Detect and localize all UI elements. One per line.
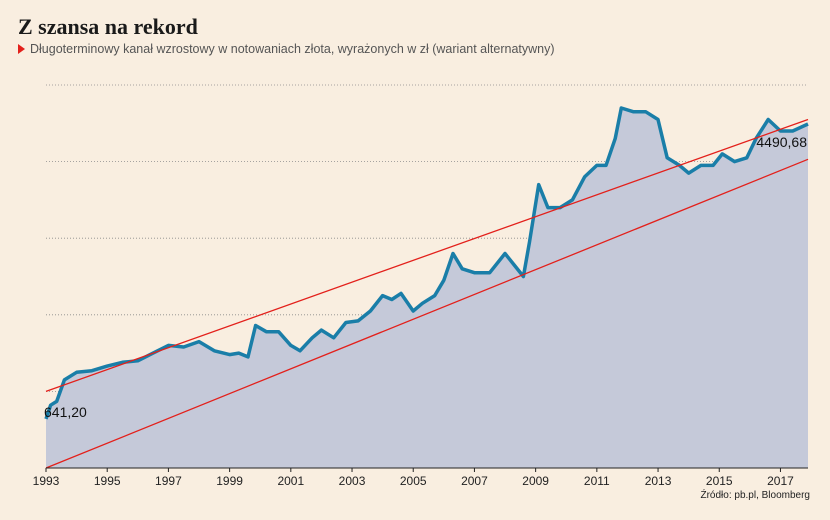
x-tick-label: 1999	[216, 474, 243, 488]
channel-lines	[45, 118, 809, 469]
x-tick-label: 1997	[155, 474, 182, 488]
chart-title: Z szansa na rekord	[18, 14, 198, 39]
x-tick-label: 2005	[400, 474, 427, 488]
price-area	[46, 108, 808, 468]
x-axis-ticks: 1993 1995 1997 1999 2001 2003 2005 2007 2009 2011…	[33, 468, 794, 488]
x-tick-label: 1995	[94, 474, 121, 488]
x-tick-label: 1993	[33, 474, 60, 488]
source-note: Źródło: pb.pl, Bloomberg	[700, 490, 810, 501]
x-tick-label: 2007	[461, 474, 488, 488]
x-tick-label: 2009	[522, 474, 549, 488]
end-value-label: 4490,68	[756, 134, 807, 150]
x-tick-label: 2001	[277, 474, 304, 488]
channel-line-lower	[45, 158, 809, 469]
triangle-marker-icon	[18, 44, 25, 54]
x-tick-label: 2011	[584, 474, 610, 488]
x-tick-label: 2015	[706, 474, 733, 488]
channel-line-upper	[45, 118, 809, 393]
x-tick-label: 2003	[339, 474, 366, 488]
start-value-label: 641,20	[44, 404, 87, 420]
x-tick-label: 2017	[767, 474, 794, 488]
chart-subtitle: Długoterminowy kanał wzrostowy w notowan…	[18, 42, 555, 56]
chart-subtitle-text: Długoterminowy kanał wzrostowy w notowan…	[30, 42, 555, 56]
price-line	[44, 106, 809, 420]
x-tick-label: 2013	[645, 474, 672, 488]
data-labels: 641,20 4490,68	[44, 134, 807, 420]
